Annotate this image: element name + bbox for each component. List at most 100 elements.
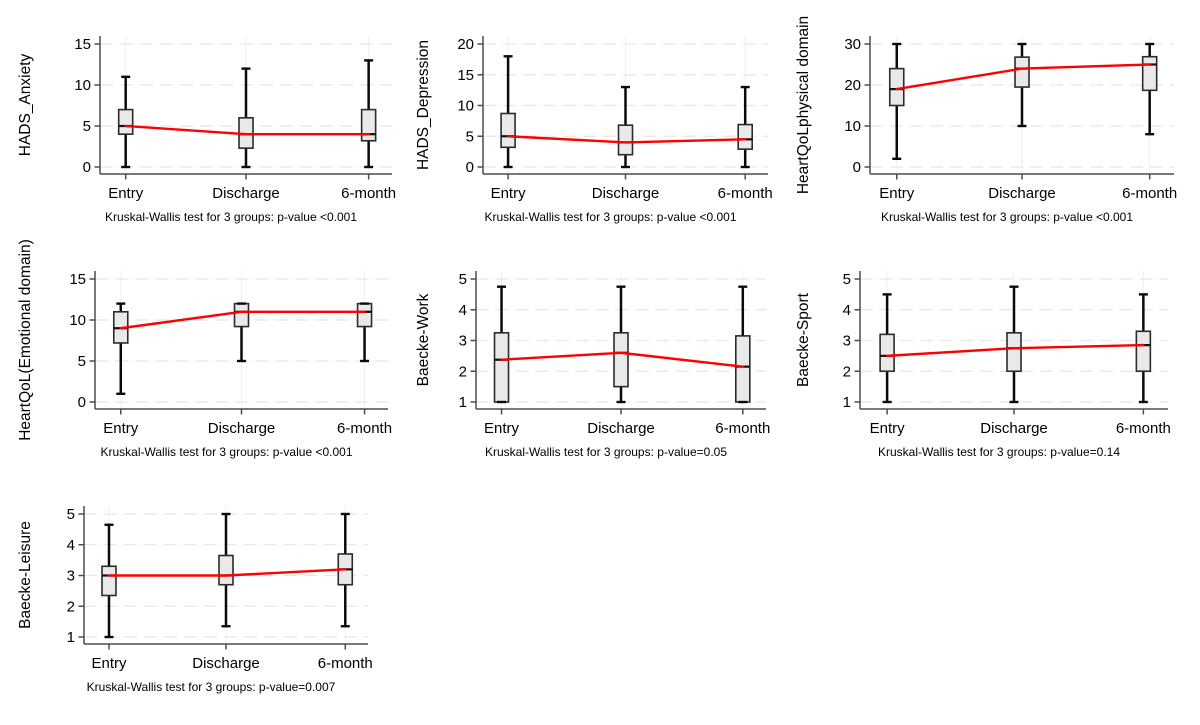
x-category-label: 6-month: [341, 185, 396, 202]
y-axis-title: HADS_Anxiety: [17, 53, 34, 156]
y-tick-label: 5: [67, 506, 75, 523]
x-category-label: 6-month: [337, 420, 392, 437]
kruskal-wallis-caption: Kruskal-Wallis test for 3 groups: p-valu…: [484, 210, 736, 224]
y-tick-label: 5: [466, 128, 474, 145]
box-rect: [1014, 56, 1030, 88]
boxplot-svg: 1 2 3 4 5 Entry Discharge 6-month Baecke-Sport Kr…: [795, 271, 1171, 459]
box-rect: [613, 332, 629, 388]
y-tick-label: 4: [67, 537, 75, 554]
boxplot-figure-grid: 0 5 10 15 Entry Discharge 6-month HADS_Anxiety K…: [0, 2, 1200, 707]
y-tick-label: 5: [459, 271, 467, 288]
median-trend-line: [500, 351, 744, 368]
x-category-label: 6-month: [1116, 420, 1171, 437]
y-tick-label: 2: [67, 598, 75, 615]
chart-hads-depression: 0 5 10 15 20 Entry Discharge 6-month HADS_Depres…: [398, 2, 778, 237]
x-category-label: Discharge: [208, 420, 276, 437]
y-axis-title: Baecke-Sport: [795, 292, 812, 387]
box-rect: [879, 333, 895, 373]
box-rect: [737, 123, 754, 150]
y-axis-title: Baecke-Leisure: [17, 521, 34, 629]
boxplot-svg: 0 5 10 15 20 Entry Discharge 6-month HADS_Depres…: [415, 36, 773, 224]
median-trend-line: [885, 343, 1145, 358]
y-tick-label: 1: [67, 629, 75, 646]
y-tick-label: 5: [78, 353, 86, 370]
kruskal-wallis-caption: Kruskal-Wallis test for 3 groups: p-valu…: [87, 680, 336, 694]
x-category-label: Entry: [491, 185, 527, 202]
boxplot-svg: 0 5 10 15 Entry Discharge 6-month HeartQoL(Emot…: [17, 239, 392, 459]
box-rect: [360, 108, 377, 142]
boxplot-svg: 0 5 10 15 Entry Discharge 6-month HADS_Anxiety K…: [17, 36, 396, 224]
y-tick-label: 15: [69, 271, 86, 288]
chart-heartqol-physical: 0 10 20 30 Entry Discharge 6-month HeartQoLphys…: [778, 2, 1200, 237]
y-axis-title: HeartQoL(Emotional domain): [17, 239, 34, 441]
median-trend-line: [124, 124, 370, 136]
box-rect: [500, 112, 516, 149]
x-category-label: Discharge: [988, 185, 1056, 202]
box-rect: [117, 108, 134, 135]
chart-baecke-sport: 1 2 3 4 5 Entry Discharge 6-month Baecke-Sport Kr…: [778, 237, 1200, 472]
boxplot-svg: 1 2 3 4 5 Entry Discharge 6-month Baecke-Work Kru…: [415, 271, 770, 459]
y-tick-label: 20: [457, 36, 474, 53]
y-tick-label: 10: [457, 98, 474, 115]
boxplot-svg: 0 10 20 30 Entry Discharge 6-month HeartQoLphys…: [795, 16, 1177, 224]
box-rect: [734, 335, 751, 403]
y-axis-title: Baecke-Work: [415, 293, 432, 386]
box-rect: [1006, 332, 1022, 373]
y-tick-label: 10: [74, 77, 91, 94]
x-category-label: Entry: [91, 655, 127, 672]
x-category-label: Discharge: [980, 420, 1048, 437]
box-rect: [356, 302, 373, 328]
x-category-label: Discharge: [212, 185, 280, 202]
y-tick-label: 0: [83, 159, 91, 176]
chart-hads-anxiety: 0 5 10 15 Entry Discharge 6-month HADS_Anxiety K…: [0, 2, 398, 237]
x-category-label: Discharge: [587, 420, 655, 437]
kruskal-wallis-caption: Kruskal-Wallis test for 3 groups: p-valu…: [105, 210, 357, 224]
x-category-label: 6-month: [715, 420, 770, 437]
median-trend-line: [895, 63, 1151, 91]
x-category-label: Entry: [103, 420, 139, 437]
box-rect: [101, 565, 117, 597]
y-tick-label: 4: [459, 302, 467, 319]
y-tick-label: 0: [466, 159, 474, 176]
x-category-label: Discharge: [592, 185, 660, 202]
y-tick-label: 3: [67, 568, 75, 585]
median-trend-line: [107, 568, 347, 577]
box-rect: [1135, 330, 1152, 373]
kruskal-wallis-caption: Kruskal-Wallis test for 3 groups: p-valu…: [100, 445, 352, 459]
y-tick-label: 4: [843, 302, 851, 319]
x-category-label: 6-month: [318, 655, 373, 672]
y-tick-label: 10: [844, 118, 861, 135]
x-category-label: Entry: [484, 420, 520, 437]
y-axis-title: HeartQoLphysical domain: [795, 16, 812, 194]
median-trend-line: [119, 310, 366, 330]
x-category-label: 6-month: [718, 185, 773, 202]
kruskal-wallis-caption: Kruskal-Wallis test for 3 groups: p-valu…: [485, 445, 727, 459]
x-category-label: 6-month: [1122, 185, 1177, 202]
box-rect: [617, 124, 634, 156]
x-category-label: Entry: [108, 185, 144, 202]
x-category-label: Discharge: [192, 655, 260, 672]
chart-baecke-leisure: 1 2 3 4 5 Entry Discharge 6-month Baecke-Leisure…: [0, 472, 398, 707]
y-tick-label: 2: [843, 363, 851, 380]
chart-heartqol-emotional: 0 5 10 15 Entry Discharge 6-month HeartQoL(Emot…: [0, 237, 398, 472]
y-tick-label: 10: [69, 312, 86, 329]
y-tick-label: 2: [459, 363, 467, 380]
y-tick-label: 0: [853, 159, 861, 176]
y-tick-label: 1: [843, 394, 851, 411]
y-tick-label: 15: [74, 36, 91, 53]
box-rect: [233, 302, 250, 328]
y-tick-label: 1: [459, 394, 467, 411]
x-category-label: Entry: [870, 420, 906, 437]
y-axis-title: HADS_Depression: [415, 40, 432, 170]
box-rect: [1141, 55, 1158, 92]
box-rect: [218, 554, 234, 586]
chart-baecke-work: 1 2 3 4 5 Entry Discharge 6-month Baecke-Work Kru…: [398, 237, 778, 472]
y-tick-label: 30: [844, 36, 861, 53]
box-rect: [888, 67, 905, 107]
x-category-label: Entry: [879, 185, 915, 202]
box-rect: [493, 332, 510, 403]
y-tick-label: 0: [78, 394, 86, 411]
kruskal-wallis-caption: Kruskal-Wallis test for 3 groups: p-valu…: [878, 445, 1120, 459]
y-tick-label: 20: [844, 77, 861, 94]
y-tick-label: 5: [843, 271, 851, 288]
